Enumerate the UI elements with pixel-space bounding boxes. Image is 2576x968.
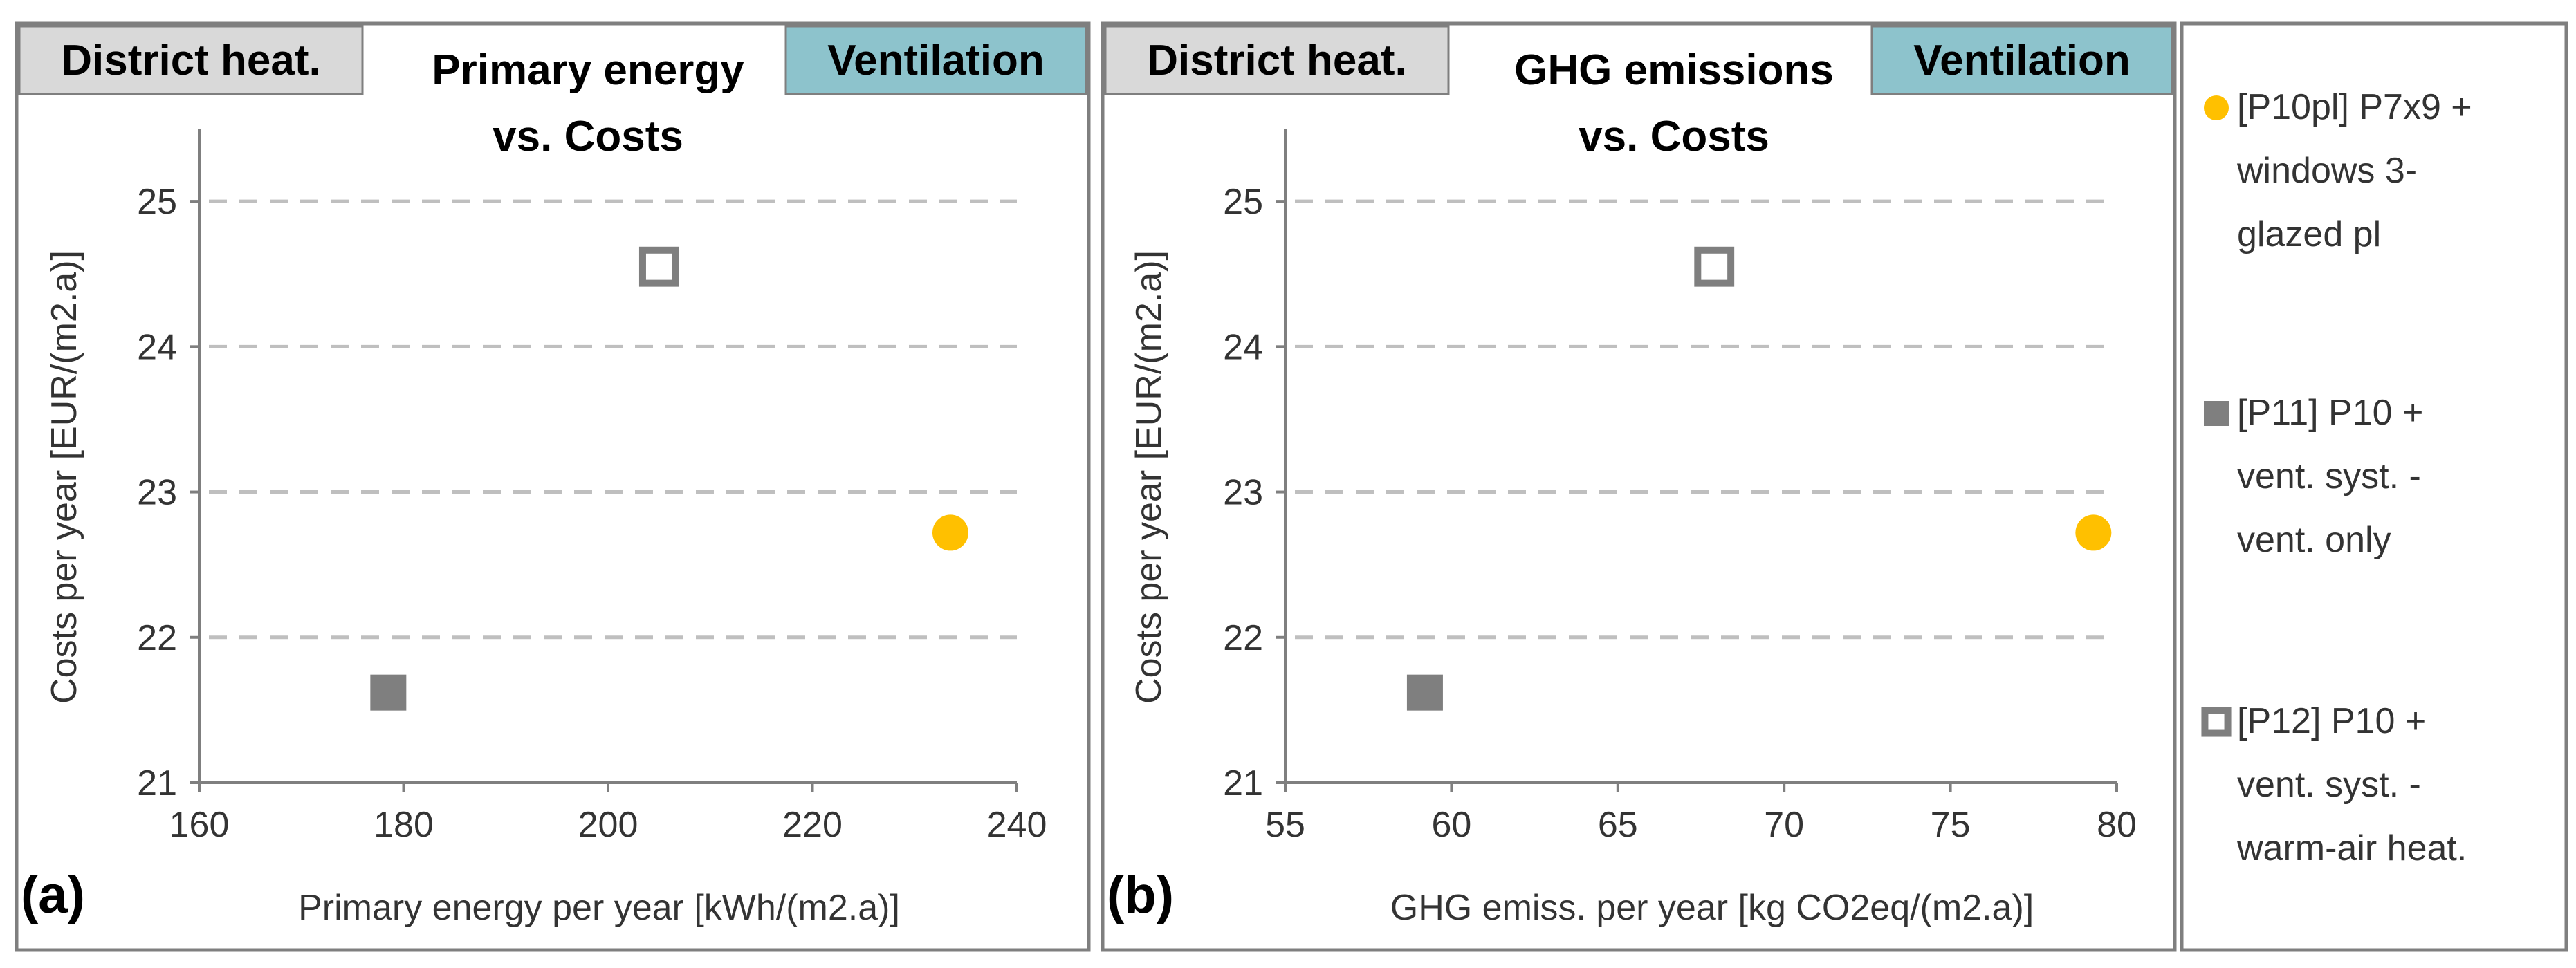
panel-a-title-line1: Primary energy xyxy=(432,46,744,94)
panel-b-y-tick-label-3: 24 xyxy=(1223,327,1263,367)
panel-b-y-tick-label-1: 22 xyxy=(1223,618,1263,658)
panel-a-letter: (a) xyxy=(21,866,85,924)
panel-a-x-tick-label-4: 240 xyxy=(987,805,1047,845)
panel-b-x-tick-label-2: 65 xyxy=(1598,805,1638,845)
panel-a-x-tick-label-1: 180 xyxy=(374,805,434,845)
panel-b-point-circle-filled-0 xyxy=(2075,514,2112,551)
legend-marker-2 xyxy=(2201,707,2232,737)
panel-a-y-tick-label-2: 23 xyxy=(137,473,177,513)
panel-b: District heat. Ventilation GHG emissions… xyxy=(1101,21,2177,952)
legend-frame xyxy=(2180,21,2568,952)
panel-b-x-tick-label-4: 75 xyxy=(1931,805,1971,845)
panel-a-ventilation-tab xyxy=(784,25,1087,95)
panel-b-frame xyxy=(1101,21,2177,952)
panel-a-district-tab xyxy=(18,25,364,95)
panel-b-x-tick-label-1: 60 xyxy=(1431,805,1471,845)
panel-b-y-tick-label-0: 21 xyxy=(1223,763,1263,803)
panel-a-district-label: District heat. xyxy=(61,37,321,84)
legend-item-0-line-2: glazed pl xyxy=(2237,214,2381,254)
panel-b-title-line1: GHG emissions xyxy=(1514,46,1834,94)
legend-marker-0 xyxy=(2204,95,2229,120)
panel-a-y-tick-label-3: 24 xyxy=(137,327,177,367)
panel-b-title-line2: vs. Costs xyxy=(1579,113,1769,160)
panel-b-y-axis-title: Costs per year [EUR/(m2.a)] xyxy=(1129,250,1169,704)
panel-a-x-tick-label-0: 160 xyxy=(169,805,230,845)
legend-item-2-line-2: warm-air heat. xyxy=(2236,828,2467,868)
panel-a-plot: 21 22 23 24 25 160 180 200 220 240 xyxy=(137,129,1047,845)
panel-b-x-tick-label-5: 80 xyxy=(2097,805,2137,845)
panel-b-ventilation-tab xyxy=(1870,25,2173,95)
legend-item-2-line-0: [P12] P10 + xyxy=(2237,701,2426,741)
panel-b-point-square-filled-0 xyxy=(1406,674,1443,711)
legend-item-0-line-0: [P10pl] P7x9 + xyxy=(2237,87,2472,127)
panel-a-ventilation-label: Ventilation xyxy=(827,37,1044,84)
panel-a: District heat. Ventilation Primary energ… xyxy=(15,21,1091,952)
legend-item-1-line-0: [P11] P10 + xyxy=(2237,393,2423,433)
panel-b-point-square-open-0 xyxy=(1694,246,1735,287)
panel-b-plot: 21 22 23 24 25 55 60 65 70 75 80 xyxy=(1223,129,2137,845)
legend-items: [P10pl] P7x9 + windows 3- glazed pl [P11] P… xyxy=(2201,87,2472,868)
panel-a-frame xyxy=(15,21,1091,952)
panel-b-district-tab xyxy=(1104,25,1450,95)
legend-item-2-line-1: vent. syst. - xyxy=(2237,765,2421,805)
panel-b-x-tick-label-3: 70 xyxy=(1764,805,1804,845)
panel-a-point-square-filled-0 xyxy=(370,674,407,711)
panel-b-district-label: District heat. xyxy=(1147,37,1407,84)
legend-item-1-line-2: vent. only xyxy=(2237,520,2391,560)
panel-a-y-tick-label-4: 25 xyxy=(137,182,177,222)
panel-a-point-square-open-0 xyxy=(638,246,679,287)
legend-item-0-line-1: windows 3- xyxy=(2236,151,2417,191)
legend: [P10pl] P7x9 + windows 3- glazed pl [P11] P… xyxy=(2180,21,2568,952)
panel-a-x-tick-label-3: 220 xyxy=(782,805,843,845)
panel-a-point-circle-filled-0 xyxy=(932,514,968,551)
panel-a-y-tick-label-1: 22 xyxy=(137,618,177,658)
panel-b-x-tick-label-0: 55 xyxy=(1265,805,1305,845)
panel-a-x-tick-label-2: 200 xyxy=(578,805,638,845)
panel-a-y-axis-title: Costs per year [EUR/(m2.a)] xyxy=(44,250,84,704)
legend-marker-1 xyxy=(2204,401,2229,426)
panel-a-y-tick-label-0: 21 xyxy=(137,763,177,803)
panel-b-x-axis-title: GHG emiss. per year [kg CO2eq/(m2.a)] xyxy=(1390,888,2034,928)
panel-b-y-tick-label-4: 25 xyxy=(1223,182,1263,222)
panel-b-letter: (b) xyxy=(1107,866,1174,924)
panel-a-x-axis-title: Primary energy per year [kWh/(m2.a)] xyxy=(298,888,900,928)
panel-b-y-tick-label-2: 23 xyxy=(1223,473,1263,513)
legend-item-1-line-1: vent. syst. - xyxy=(2237,456,2421,496)
panel-a-title-line2: vs. Costs xyxy=(493,113,683,160)
panel-b-ventilation-label: Ventilation xyxy=(1913,37,2130,84)
